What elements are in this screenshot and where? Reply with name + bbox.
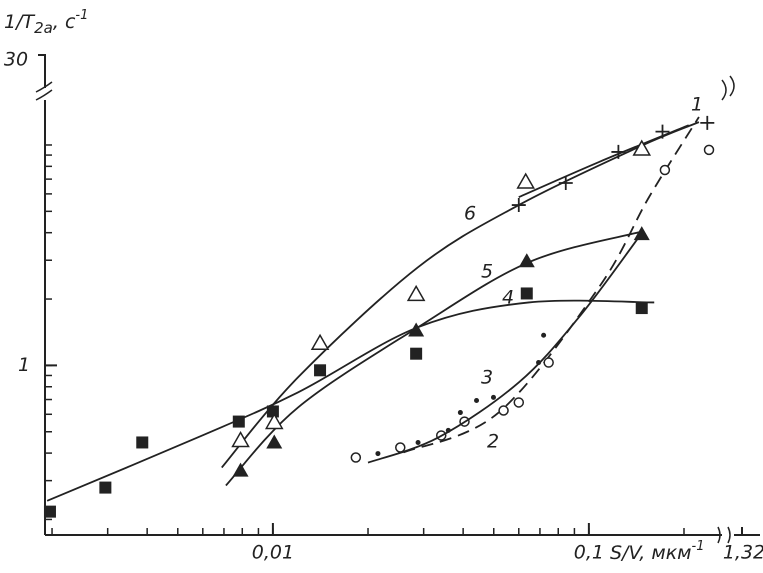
y-break-label: 30 [4,49,28,71]
x-label-part: -1 [692,539,705,554]
y-label-part: 1/T [4,11,35,33]
triangle-marker [310,333,330,351]
triangle-marker [632,139,652,156]
plus-marker [700,115,715,130]
curve-label: 3 [481,367,493,389]
triangle-marker [406,284,426,302]
triangle-marker [232,462,249,477]
square-marker [520,287,533,300]
y-label-part: , с [53,11,76,33]
circle-marker [513,397,525,408]
circle-marker [498,405,509,416]
triangle-marker [633,226,650,241]
dot-marker [415,439,421,445]
square-marker [410,347,423,360]
x-axis [45,527,760,536]
dot-marker [490,394,496,400]
circle-marker [350,452,362,463]
circle-marker [703,144,715,156]
curve-label: 5 [481,261,493,283]
y-axis-break [35,81,53,101]
y-axis [38,54,46,535]
fit-curve [221,121,700,469]
triangle-marker [518,253,535,268]
y-axis-label: 1/T2a, с-1 [4,8,88,37]
dot-marker [474,397,480,403]
circle-marker [395,442,406,453]
square-marker [136,436,149,449]
y-tick-label: 1 [18,354,30,376]
fit-curve [225,231,640,487]
y-label-part: -1 [75,8,88,23]
x-axis-break [717,526,731,544]
circle-marker [659,164,671,176]
curve-label: 6 [464,203,476,225]
circle-marker [543,357,554,368]
x-axis-label: S/V, мкм-1 [610,539,704,564]
dot-marker [541,332,547,338]
triangle-marker [516,172,535,189]
triangle-marker [264,412,284,430]
x-tick-label: 0,1 [574,542,604,564]
square-marker [314,364,327,377]
curve-label: 1 [691,94,703,116]
dot-marker [445,427,451,433]
square-marker [232,415,245,428]
triangle-marker [231,431,250,448]
x-label-part: S/V, мкм [610,542,692,564]
dot-marker [536,360,542,366]
x-tick-label: 0,01 [252,542,294,564]
dot-marker [375,451,381,457]
curve-label: 2 [487,431,499,453]
curve-label: 4 [502,287,514,309]
square-marker [43,505,56,518]
y-label-part: 2a [34,19,53,37]
x-break-label: 1,32 [723,542,763,564]
square-marker [635,302,648,315]
square-marker [99,481,112,494]
fit-curve [46,299,655,502]
fit-curve [367,236,640,464]
curve-break [721,75,735,101]
triangle-marker [266,434,283,449]
triangle-marker [408,322,425,337]
fit-curve [403,116,700,454]
dot-marker [457,410,463,416]
